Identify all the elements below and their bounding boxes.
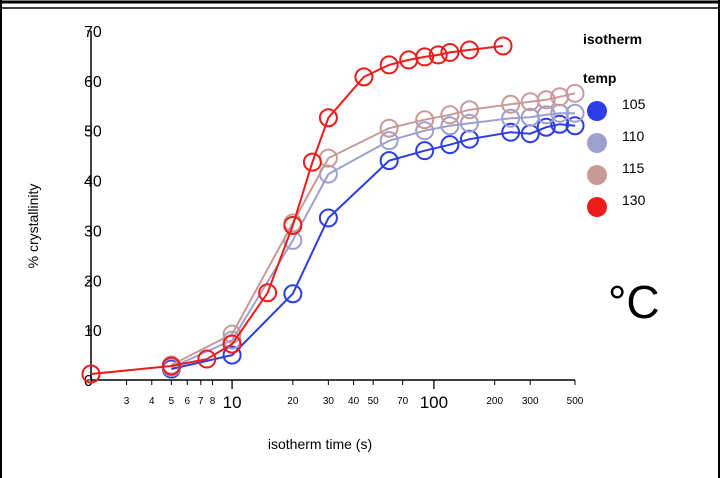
- legend-title-line-1: isotherm: [583, 31, 642, 47]
- legend-marker-105: [587, 101, 607, 121]
- unit-label: °C: [608, 276, 660, 328]
- series-line-110: [171, 113, 575, 367]
- legend-label-110: 110: [622, 128, 645, 144]
- legend-label-130: 130: [622, 192, 646, 208]
- series-line-115: [171, 93, 575, 365]
- series-115: [163, 85, 584, 374]
- x-major-tick-label-100: 100: [420, 393, 448, 412]
- x-minor-tick-label-30: 30: [323, 396, 335, 407]
- y-axis-title: % crystallinity: [25, 184, 41, 269]
- series-110: [163, 105, 584, 376]
- y-tick-label-50: 50: [84, 124, 102, 141]
- legend-label-105: 105: [622, 96, 646, 112]
- legend-marker-130: [587, 197, 607, 217]
- x-minor-tick-label-500: 500: [567, 396, 584, 407]
- y-tick-label-40: 40: [84, 174, 102, 191]
- x-minor-tick-label-5: 5: [169, 396, 175, 407]
- x-major-tick-label-10: 10: [223, 393, 242, 412]
- x-minor-tick-label-8: 8: [210, 396, 216, 407]
- legend-marker-115: [587, 165, 607, 185]
- x-minor-tick-label-20: 20: [287, 396, 299, 407]
- x-axis-title: isotherm time (s): [268, 436, 372, 452]
- series-line-130: [91, 46, 503, 374]
- y-tick-label-10: 10: [84, 323, 102, 340]
- legend-items: 105 110 115 130: [587, 96, 646, 217]
- legend-title-line-2: temp: [583, 70, 616, 86]
- series-130: [83, 37, 512, 382]
- x-minor-tick-label-40: 40: [348, 396, 360, 407]
- legend: isotherm temp 105 110 115 130: [583, 31, 646, 217]
- legend-marker-110: [587, 133, 607, 153]
- x-minor-tick-label-300: 300: [522, 396, 539, 407]
- x-minor-tick-label-6: 6: [185, 396, 191, 407]
- x-minor-tick-label-50: 50: [368, 396, 380, 407]
- x-minor-tick-label-7: 7: [198, 396, 204, 407]
- x-minor-tick-label-70: 70: [397, 396, 409, 407]
- legend-label-115: 115: [622, 160, 645, 176]
- y-tick-label-60: 60: [84, 74, 102, 91]
- x-minor-tick-label-200: 200: [486, 396, 503, 407]
- y-tick-label-70: 70: [84, 24, 102, 41]
- series-layer: [83, 37, 584, 382]
- y-tick-label-30: 30: [84, 223, 102, 240]
- x-minor-tick-label-3: 3: [124, 396, 130, 407]
- y-tick-label-20: 20: [84, 273, 102, 290]
- x-minor-tick-label-4: 4: [149, 396, 155, 407]
